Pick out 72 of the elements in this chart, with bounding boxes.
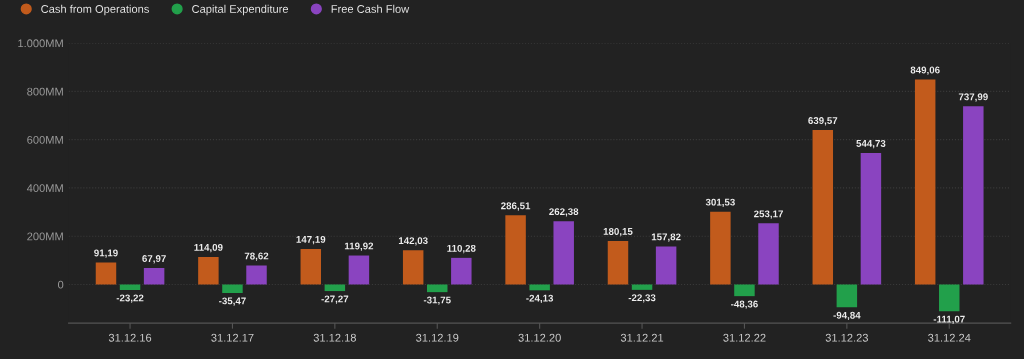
- x-tick-label: 31.12.20: [518, 333, 561, 342]
- bar: [529, 284, 550, 291]
- bar: [427, 284, 448, 293]
- data-label: -48,36: [731, 300, 758, 309]
- data-label: -31,75: [423, 296, 451, 305]
- x-tick-label: 31.12.23: [825, 333, 868, 342]
- data-label: 180,15: [603, 228, 633, 237]
- bar: [758, 223, 779, 285]
- data-label: 262,38: [549, 208, 579, 217]
- bar: [198, 256, 219, 285]
- bar: [914, 79, 936, 285]
- bar: [402, 250, 424, 285]
- bar: [939, 284, 960, 312]
- legend-label: Cash from Operations: [41, 4, 149, 16]
- bar: [95, 262, 117, 285]
- data-label: 253,17: [753, 210, 783, 219]
- data-label: 301,53: [705, 198, 735, 208]
- legend-label: Free Cash Flow: [331, 4, 410, 13]
- x-tick-label: 31.12.24: [928, 333, 971, 342]
- data-label: 114,09: [194, 243, 223, 253]
- data-label: 147,19: [296, 235, 326, 245]
- bar: [710, 211, 731, 285]
- bar: [607, 240, 629, 285]
- data-label: 142,03: [398, 237, 428, 246]
- y-tick-label: 600MM: [27, 135, 63, 144]
- bar: [734, 284, 755, 297]
- bar: [222, 284, 243, 294]
- data-label: 639,57: [808, 117, 838, 126]
- x-tick-label: 31.12.21: [620, 333, 664, 342]
- data-label: 78,62: [244, 252, 269, 261]
- data-label: -35,47: [219, 297, 246, 306]
- data-label: 286,51: [501, 202, 531, 211]
- data-label: 110,28: [447, 244, 476, 254]
- bar: [300, 248, 322, 285]
- data-label: -22,33: [628, 294, 656, 303]
- bar: [812, 130, 834, 285]
- x-tick-label: 31.12.16: [108, 333, 152, 342]
- data-label: -23,22: [116, 294, 144, 303]
- bar: [836, 284, 858, 308]
- bar: [348, 255, 370, 285]
- data-label: -27,27: [321, 295, 349, 304]
- y-tick-label: 800MM: [27, 87, 63, 96]
- bar: [246, 265, 267, 285]
- data-label: 849,06: [910, 66, 940, 75]
- data-label: 91,19: [94, 249, 118, 258]
- x-tick-label: 31.12.19: [416, 333, 459, 342]
- data-label: 737,99: [958, 93, 988, 102]
- data-label: 67,97: [142, 255, 166, 264]
- bar: [451, 257, 472, 285]
- x-tick-label: 31.12.18: [313, 333, 356, 342]
- bar: [505, 215, 526, 285]
- bar: [963, 106, 984, 285]
- bar: [860, 152, 882, 285]
- bar: [143, 268, 165, 285]
- data-label: 544,73: [856, 140, 886, 149]
- data-label: 119,92: [344, 242, 374, 251]
- bar: [655, 246, 677, 285]
- y-tick-label: 1.000MM: [18, 39, 63, 48]
- data-label: -111,07: [933, 315, 965, 325]
- x-tick-label: 31.12.22: [723, 333, 766, 342]
- data-label: 157,82: [651, 233, 681, 242]
- data-label: -24,13: [526, 294, 554, 304]
- y-tick-label: 200MM: [27, 232, 63, 241]
- bar: [631, 284, 653, 290]
- legend-label: Capital Expenditure: [192, 4, 289, 16]
- bar: [324, 284, 346, 292]
- bar: [119, 284, 141, 291]
- bar: [553, 221, 574, 285]
- data-label: -94,84: [833, 311, 861, 321]
- y-tick-label: 0: [58, 280, 64, 289]
- y-tick-label: 400MM: [26, 184, 63, 193]
- x-tick-label: 31.12.17: [211, 333, 254, 342]
